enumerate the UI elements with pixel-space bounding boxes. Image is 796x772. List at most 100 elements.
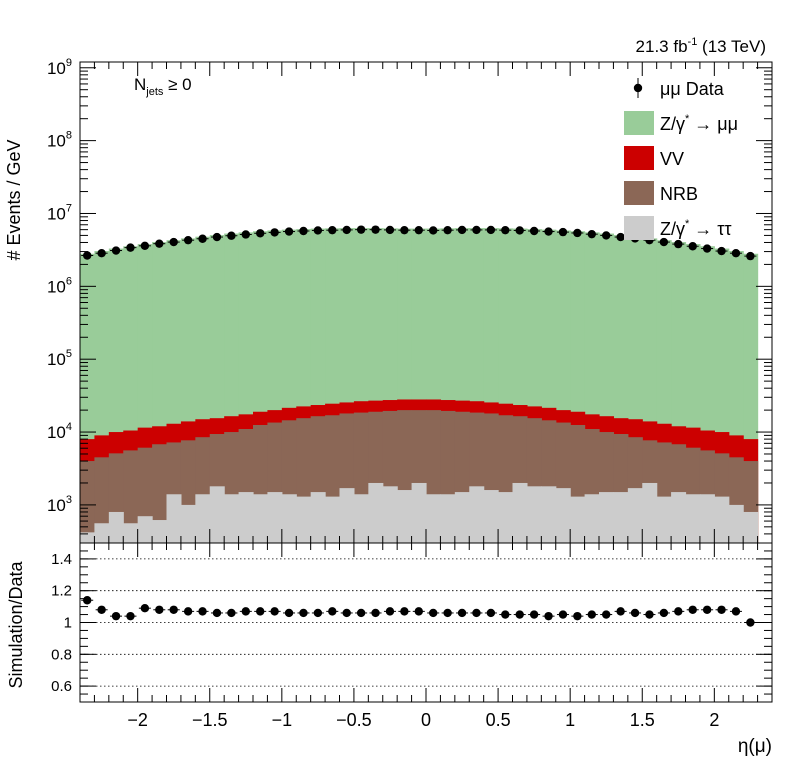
ratio-y-tick-label: 0.8	[51, 646, 72, 663]
ratio-point	[83, 596, 92, 605]
ratio-point	[630, 608, 640, 618]
data-point	[486, 225, 496, 235]
ratio-plot-area: 0.6 0.8 1 1.2 1.4 −2 −1.5 −1 −0.5 0 0.5 1 1.5 2	[51, 542, 773, 730]
ratio-point	[212, 608, 222, 618]
data-point	[212, 232, 222, 242]
ratio-point	[443, 608, 452, 618]
data-point	[356, 225, 366, 234]
data-point	[111, 246, 121, 255]
ratio-point	[400, 607, 409, 616]
ztautau-bar	[743, 511, 759, 543]
ztautau-bar	[209, 486, 225, 543]
data-point	[169, 237, 178, 247]
ztautau-bar	[728, 504, 744, 543]
legend-swatch	[624, 111, 654, 135]
legend-label: Z/γ* → μμ	[660, 113, 738, 134]
data-point	[284, 227, 294, 236]
ztautau-bar	[512, 482, 528, 543]
x-tick-label: 1.5	[630, 710, 655, 730]
x-tick-label: 2	[709, 710, 719, 730]
ztautau-bar	[671, 492, 687, 543]
ratio-y-axis-label: Simulation/Data	[6, 560, 26, 688]
ratio-point	[702, 605, 712, 614]
ztautau-bar	[483, 490, 499, 543]
chart-labels: # Events / GeV Simulation/Data η(μ) 21.3…	[4, 36, 772, 757]
nrb-bar	[80, 461, 96, 543]
ztautau-bar	[555, 488, 571, 543]
ztautau-bar	[599, 492, 615, 543]
ztautau-bar	[426, 494, 442, 543]
ztautau-bar	[281, 494, 297, 543]
data-point	[140, 241, 150, 251]
ztautau-bar	[253, 494, 269, 543]
ztautau-bar	[469, 486, 485, 543]
legend-swatch	[624, 181, 654, 205]
data-point	[702, 244, 712, 253]
data-point	[558, 227, 568, 237]
data-point	[227, 231, 236, 240]
data-point	[587, 229, 596, 239]
ztautau-bar	[382, 486, 398, 543]
ztautau-bar	[699, 494, 715, 543]
ztautau-bar	[325, 496, 341, 543]
ztautau-bar	[368, 482, 384, 543]
ztautau-bar	[123, 523, 139, 543]
ratio-point	[111, 611, 121, 621]
ratio-point	[746, 618, 755, 627]
ztautau-bar	[108, 511, 124, 543]
y-tick-label: 107	[47, 202, 72, 223]
legend-label: VV	[660, 149, 684, 169]
ztautau-bar	[94, 523, 110, 543]
x-tick-label: −0.5	[336, 710, 372, 730]
ratio-point	[126, 611, 135, 621]
y-tick-label: 105	[47, 348, 72, 369]
data-point	[573, 228, 582, 238]
data-point	[241, 230, 250, 239]
data-point	[659, 237, 669, 247]
ratio-point	[731, 607, 741, 616]
ratio-point	[429, 608, 438, 618]
ztautau-bar	[238, 492, 254, 543]
ratio-point	[486, 608, 496, 618]
legend-data-marker	[633, 83, 643, 93]
data-point	[371, 225, 380, 234]
ratio-point	[299, 608, 308, 618]
ztautau-bar	[353, 494, 369, 543]
ztautau-bar	[166, 494, 182, 543]
x-tick-label: −1	[272, 710, 293, 730]
x-tick-label: 0	[421, 710, 431, 730]
data-point	[83, 251, 92, 260]
data-point	[674, 239, 683, 249]
ratio-point	[659, 608, 669, 618]
data-point	[342, 225, 351, 235]
ratio-point	[97, 605, 106, 614]
ratio-point	[688, 605, 697, 614]
data-point	[717, 246, 726, 256]
x-tick-label: 1	[565, 710, 575, 730]
data-point	[472, 225, 481, 235]
y-tick-label: 108	[47, 130, 72, 151]
data-point	[457, 225, 467, 235]
ratio-point	[472, 608, 481, 618]
ztautau-bar	[195, 494, 211, 543]
ztautau-bar	[454, 492, 470, 543]
ratio-point	[573, 611, 582, 621]
ratio-y-tick-label: 0.6	[51, 678, 72, 695]
ztautau-bar	[137, 516, 153, 543]
ratio-point	[140, 603, 150, 613]
ratio-point	[457, 608, 467, 618]
legend-label: μμ Data	[660, 79, 725, 99]
ratio-point	[342, 608, 351, 618]
ratio-point	[602, 610, 611, 619]
ztautau-bar	[296, 496, 312, 543]
y-tick-label: 103	[47, 494, 72, 515]
ratio-point	[227, 608, 236, 618]
ratio-point	[313, 608, 323, 618]
ztautau-bar	[310, 492, 326, 543]
ratio-point	[414, 607, 423, 616]
ratio-point	[155, 605, 164, 614]
ztautau-bar	[440, 494, 456, 543]
ratio-point	[717, 605, 726, 614]
ratio-y-tick-label: 1.2	[51, 583, 72, 600]
data-point	[414, 225, 423, 235]
